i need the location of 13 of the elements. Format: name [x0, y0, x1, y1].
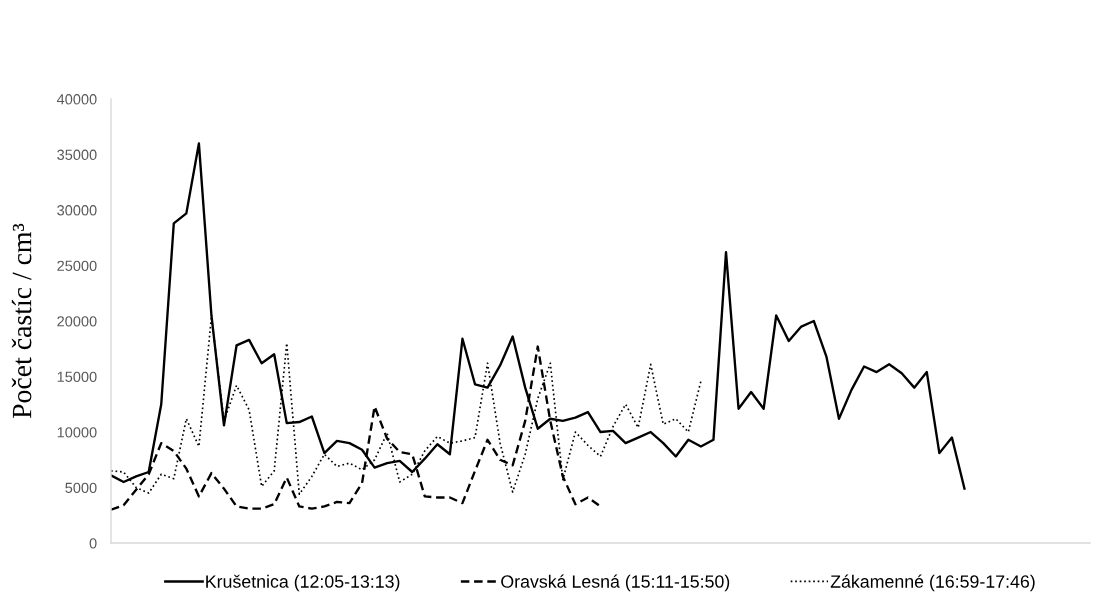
y-tick-label: 40000	[56, 94, 97, 105]
y-tick-label: 10000	[57, 427, 97, 438]
y-tick-label: 25000	[57, 260, 97, 271]
legend-label: Zákamenné (16:59-17:46)	[830, 574, 1035, 592]
y-tick-label: 30000	[57, 205, 97, 216]
legend-label: Krušetnica (12:05-13:13)	[206, 574, 400, 592]
y-tick-label: 20000	[57, 316, 97, 327]
y-tick-label: 0	[89, 538, 97, 549]
y-tick-label: 15000	[57, 371, 97, 382]
legend-label: Oravská Lesná (15:11-15:50)	[501, 574, 730, 592]
y-axis-title: Počet častíc / cm³	[11, 223, 32, 419]
y-tick-label: 35000	[57, 149, 97, 160]
y-tick-label: 5000	[65, 482, 97, 493]
